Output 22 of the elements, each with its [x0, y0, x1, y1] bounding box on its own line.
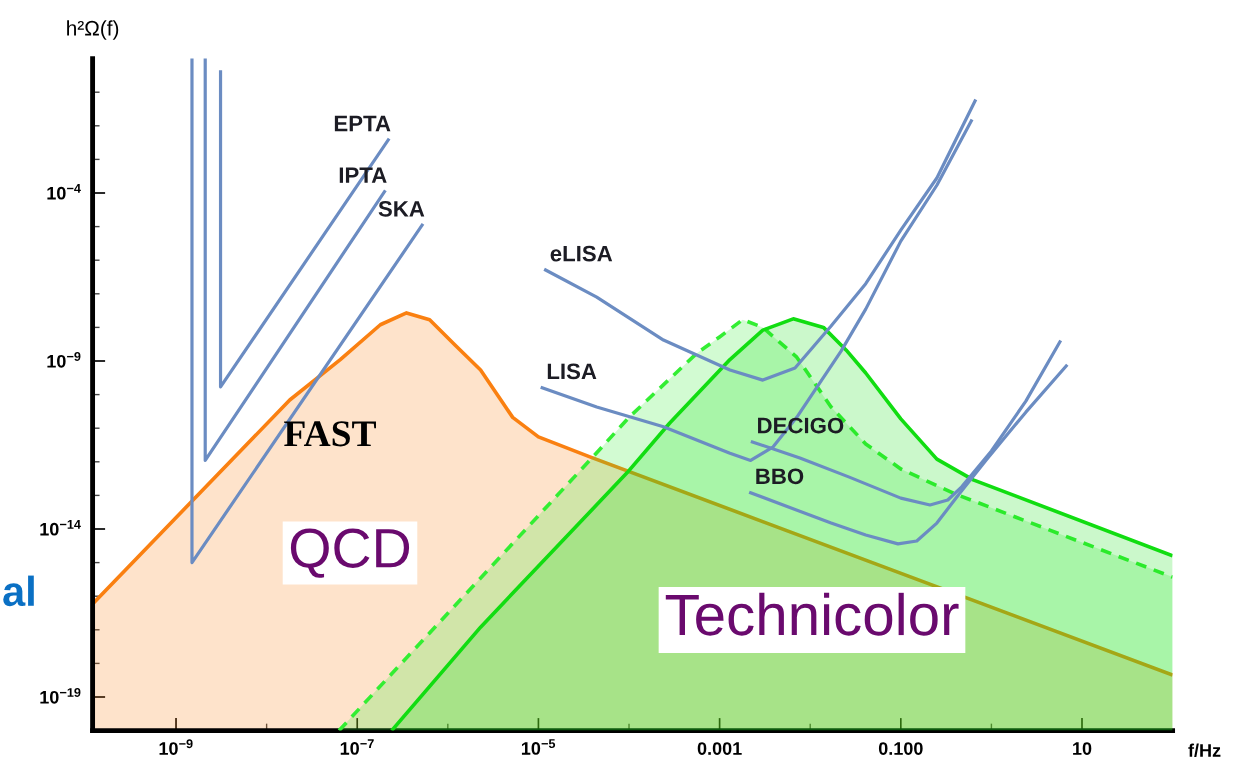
y-tick-label: 10$^{−9}$: [47, 352, 81, 368]
annotation: QCD: [290, 528, 410, 578]
y-axis-title: h²Ω(f): [67, 20, 119, 40]
x-tick-label: 0.100: [878, 742, 923, 755]
x-tick-label: 0.001: [697, 742, 742, 755]
series-label: DECIGO: [758, 417, 844, 434]
x-tick-label: 10$^{−7}$: [340, 739, 374, 755]
x-tick-label: 10: [1073, 742, 1092, 755]
annotation: Technicolor: [665, 592, 959, 636]
annotation: FAST: [284, 421, 376, 447]
x-tick-label: 10$^{−9}$: [159, 739, 193, 755]
series-label: LISA: [547, 363, 597, 380]
series-label: BBO: [756, 468, 804, 485]
y-tick-label: 10$^{−4}$: [47, 184, 81, 200]
series-label: eLISA: [550, 245, 613, 262]
x-tick-label: 10$^{−5}$: [521, 739, 556, 755]
y-tick-label: 10$^{−14}$: [40, 520, 81, 536]
y-tick-label: 10$^{−19}$: [40, 688, 81, 704]
series-label: EPTA: [334, 115, 391, 132]
text: al: [3, 575, 34, 607]
x-axis-title: f/Hz: [1188, 743, 1221, 758]
series-label: SKA: [378, 200, 425, 217]
